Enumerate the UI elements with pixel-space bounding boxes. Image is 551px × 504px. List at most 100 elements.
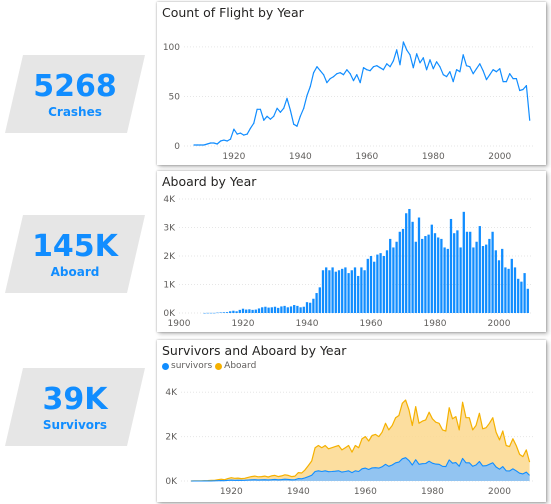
data-point[interactable]: [329, 78, 331, 80]
data-point[interactable]: [459, 71, 461, 73]
bar[interactable]: [446, 248, 449, 314]
bar[interactable]: [369, 256, 373, 313]
data-point[interactable]: [286, 97, 288, 99]
data-point[interactable]: [223, 139, 225, 141]
bar[interactable]: [517, 278, 520, 313]
bar[interactable]: [405, 213, 408, 313]
data-point[interactable]: [336, 73, 338, 75]
bar[interactable]: [485, 244, 488, 313]
bar[interactable]: [526, 288, 529, 313]
bar[interactable]: [456, 230, 459, 313]
bar[interactable]: [389, 238, 392, 313]
series-line-aboard[interactable]: [191, 399, 531, 482]
bar[interactable]: [523, 273, 526, 313]
bar[interactable]: [373, 261, 376, 313]
data-point[interactable]: [456, 69, 458, 71]
bar[interactable]: [213, 312, 216, 314]
bar[interactable]: [267, 307, 270, 313]
data-point[interactable]: [475, 68, 478, 70]
data-point[interactable]: [499, 68, 501, 70]
data-point[interactable]: [196, 144, 198, 146]
data-point[interactable]: [246, 133, 248, 135]
data-point[interactable]: [356, 74, 358, 76]
bar[interactable]: [206, 312, 209, 314]
bar[interactable]: [417, 217, 421, 313]
data-point[interactable]: [309, 85, 311, 88]
bar[interactable]: [296, 305, 299, 314]
area-survivors[interactable]: [191, 457, 530, 481]
data-point[interactable]: [469, 66, 471, 68]
data-point[interactable]: [419, 62, 421, 64]
bar[interactable]: [437, 237, 440, 313]
bar[interactable]: [520, 281, 523, 313]
bar[interactable]: [443, 247, 446, 313]
data-point[interactable]: [253, 122, 255, 124]
data-point[interactable]: [449, 71, 451, 73]
flight-count-line-chart[interactable]: 0 50 100 1920 1940 1960 1980 2000: [157, 2, 546, 165]
bar[interactable]: [385, 250, 389, 313]
bar[interactable]: [507, 268, 510, 313]
data-point[interactable]: [326, 82, 328, 84]
bar[interactable]: [491, 231, 494, 313]
data-point[interactable]: [485, 79, 488, 81]
data-point[interactable]: [399, 64, 401, 66]
data-point[interactable]: [339, 72, 341, 74]
bar[interactable]: [363, 270, 366, 313]
bar[interactable]: [433, 233, 437, 313]
data-point[interactable]: [495, 71, 497, 73]
bar[interactable]: [216, 312, 219, 314]
bar[interactable]: [469, 231, 472, 313]
bar[interactable]: [414, 241, 417, 313]
bar[interactable]: [465, 231, 469, 313]
data-point[interactable]: [229, 138, 232, 140]
bar[interactable]: [293, 305, 296, 313]
bar[interactable]: [478, 226, 481, 313]
chart-card-aboard[interactable]: Aboard by Year 0K 1K 2K 3K 4K 1900 1920 1940 196…: [157, 171, 546, 332]
data-point[interactable]: [465, 65, 468, 67]
data-point[interactable]: [436, 61, 438, 63]
bar[interactable]: [318, 287, 321, 313]
data-point[interactable]: [296, 125, 298, 127]
bar[interactable]: [315, 293, 318, 313]
data-point[interactable]: [236, 133, 238, 135]
survivors-aboard-area-chart[interactable]: 0K 2K 4K 1920 1940 1960 1980 2000: [157, 340, 546, 502]
bar[interactable]: [248, 309, 251, 313]
bar[interactable]: [337, 270, 341, 313]
data-point[interactable]: [333, 76, 335, 78]
data-point[interactable]: [489, 74, 491, 76]
data-point[interactable]: [502, 81, 504, 83]
bar[interactable]: [299, 307, 302, 313]
bar[interactable]: [510, 258, 513, 313]
bar[interactable]: [283, 305, 286, 314]
data-point[interactable]: [386, 63, 388, 65]
bar[interactable]: [459, 247, 462, 313]
data-point[interactable]: [256, 108, 258, 110]
data-point[interactable]: [366, 69, 368, 71]
bar[interactable]: [494, 250, 497, 313]
data-point[interactable]: [372, 66, 375, 68]
data-point[interactable]: [239, 132, 242, 134]
bar[interactable]: [347, 273, 350, 313]
bar[interactable]: [334, 271, 337, 313]
data-point[interactable]: [283, 107, 285, 109]
data-point[interactable]: [319, 70, 321, 72]
bar[interactable]: [353, 267, 357, 313]
legend-entry-aboard[interactable]: Aboard: [215, 361, 256, 371]
data-point[interactable]: [382, 69, 384, 71]
data-point[interactable]: [342, 74, 345, 76]
bar[interactable]: [257, 308, 261, 313]
data-point[interactable]: [525, 85, 527, 87]
data-point[interactable]: [293, 123, 295, 125]
bar[interactable]: [472, 247, 475, 313]
data-point[interactable]: [369, 70, 371, 72]
bar[interactable]: [497, 260, 501, 313]
data-point[interactable]: [220, 140, 222, 142]
data-point[interactable]: [462, 54, 464, 56]
bar[interactable]: [376, 254, 379, 313]
data-point[interactable]: [376, 65, 378, 67]
bar[interactable]: [379, 253, 382, 313]
data-point[interactable]: [276, 107, 278, 109]
bar[interactable]: [232, 310, 235, 313]
bar[interactable]: [229, 311, 232, 313]
data-point[interactable]: [299, 115, 301, 117]
